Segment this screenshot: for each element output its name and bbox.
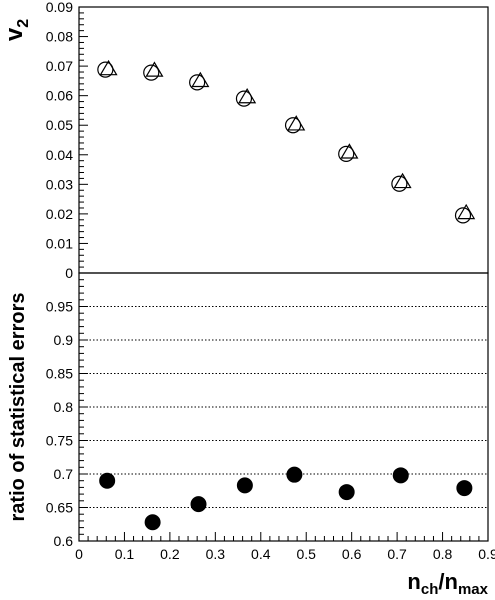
x-axis-title-sub2: max	[458, 581, 489, 598]
open-circle-point	[454, 207, 472, 224]
open-circle-point	[235, 90, 253, 107]
filled-circle-point	[286, 466, 303, 483]
bottom-y-tick-label: 0.85	[46, 366, 73, 382]
top-y-tick-label: 0.07	[46, 58, 73, 74]
filled-circle-point	[144, 514, 161, 531]
filled-circle-point	[99, 472, 116, 489]
open-triangle-point	[287, 115, 306, 131]
filled-circle-point	[392, 467, 409, 484]
bottom-x-tick-label: 0.4	[251, 546, 271, 562]
top-panel-marks	[97, 59, 476, 224]
filled-circle-point	[190, 496, 207, 513]
bottom-x-axis-ticks: 0 0.1 0.2 0.3 0.4 0.5 0.6 0.7 0.8 0.9	[75, 532, 495, 562]
open-triangle-point	[393, 172, 412, 189]
x-axis-title-sub1: ch	[421, 581, 439, 598]
top-y-axis-title: v2	[1, 19, 32, 41]
top-y-tick-label: 0.08	[46, 29, 73, 45]
open-circle-point	[284, 117, 302, 134]
bottom-x-tick-label: 0.1	[115, 546, 135, 562]
bottom-y-tick-label: 0.8	[54, 399, 74, 415]
open-triangle-point	[238, 87, 257, 104]
bottom-y-tick-label: 0.9	[54, 332, 74, 348]
top-y-axis-ticks: 0 0.01 0.02 0.03 0.04 0.05 0.06 0.07 0.08 0.09	[46, 0, 88, 281]
x-axis-title-n1: n	[407, 569, 420, 594]
filled-circle-point	[456, 480, 473, 497]
open-triangle-point	[145, 61, 164, 77]
filled-circle-point	[338, 484, 355, 501]
bottom-y-tick-label: 0.95	[46, 299, 73, 315]
open-triangle-point	[340, 143, 359, 159]
top-y-tick-label: 0.06	[46, 88, 73, 104]
open-circle-point	[97, 61, 114, 78]
open-circle-point	[189, 74, 206, 91]
bottom-y-axis-ticks: 0.6 0.65 0.7 0.75 0.8 0.85 0.9 0.95	[46, 279, 88, 549]
bottom-y-tick-label: 0.75	[46, 433, 73, 449]
x-axis-title-n2: n	[445, 569, 458, 594]
top-y-tick-label: 0.05	[46, 117, 73, 133]
open-triangle-point	[457, 203, 476, 220]
bottom-x-tick-label: 0.2	[160, 546, 180, 562]
bottom-y-tick-label: 0.6	[54, 533, 74, 549]
bottom-x-tick-label: 0.9	[478, 546, 495, 562]
bottom-panel-marks	[99, 466, 473, 531]
open-triangle-point	[191, 71, 210, 88]
bottom-x-tick-label: 0.7	[387, 546, 407, 562]
top-y-tick-label: 0.02	[46, 206, 73, 222]
x-axis-title-slash: /	[438, 569, 444, 594]
bottom-x-tick-label: 0.3	[206, 546, 226, 562]
bottom-x-tick-label: 0.5	[296, 546, 316, 562]
bottom-x-tick-label: 0.8	[433, 546, 453, 562]
bottom-x-tick-label: 0.6	[342, 546, 362, 562]
bottom-y-axis-title: ratio of statistical errors	[7, 293, 29, 522]
open-circle-point	[338, 145, 355, 162]
filled-circle-point	[236, 477, 253, 494]
bottom-panel: 0.60.650.70.750.80.850.90.95 0 0.1 0.2 0.3 0…	[7, 272, 495, 598]
top-y-tick-label: 0.01	[46, 235, 73, 251]
open-circle-point	[391, 175, 408, 192]
bottom-y-tick-label: 0.7	[54, 466, 74, 482]
open-circle-point	[143, 64, 160, 81]
bottom-y-tick-label: 0.65	[46, 500, 73, 516]
top-y-tick-label: 0.03	[46, 176, 73, 192]
top-y-tick-label: 0.04	[46, 147, 73, 163]
bottom-x-tick-label: 0	[75, 546, 83, 562]
top-y-axis-title-main: v	[1, 27, 28, 41]
bottom-panel-gridlines	[79, 306, 488, 508]
open-triangle-point	[99, 59, 118, 76]
top-y-axis-title-sub: 2	[15, 19, 32, 28]
top-y-tick-label: 0.09	[46, 0, 73, 15]
top-y-tick-label: 0	[65, 265, 73, 281]
bottom-x-axis-title: nch/nmax	[407, 569, 488, 598]
